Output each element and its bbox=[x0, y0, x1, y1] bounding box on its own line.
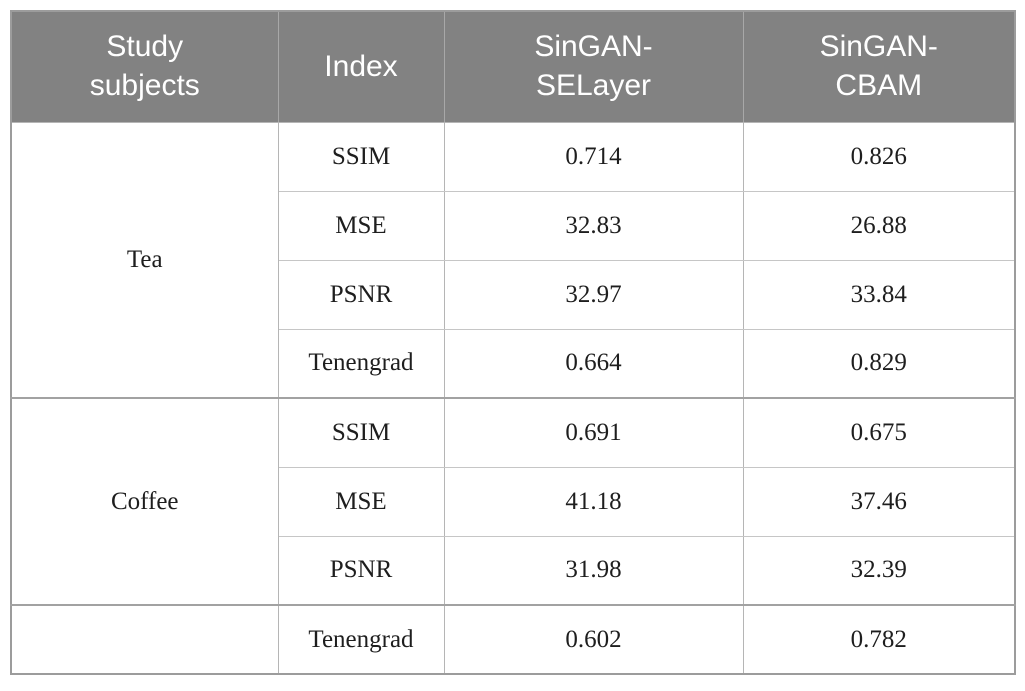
index-cell: SSIM bbox=[277, 121, 445, 192]
table-row: PSNR 31.98 32.39 bbox=[11, 535, 1016, 606]
selayer-value-cell: 0.602 bbox=[443, 604, 744, 675]
subject-cell-empty bbox=[10, 604, 279, 675]
header-cell-study-subjects: Study subjects bbox=[11, 11, 278, 123]
index-cell: Tenengrad bbox=[277, 604, 445, 675]
results-table: Study subjects Index SinGAN- SELayer Sin… bbox=[10, 10, 1016, 675]
index-cell: PSNR bbox=[277, 259, 445, 330]
table-row: MSE 41.18 37.46 bbox=[11, 466, 1016, 537]
cbam-value-cell: 33.84 bbox=[742, 259, 1016, 330]
index-cell: PSNR bbox=[277, 535, 445, 606]
selayer-value-cell: 32.97 bbox=[443, 259, 744, 330]
selayer-value-cell: 32.83 bbox=[443, 190, 744, 261]
cbam-value-cell: 26.88 bbox=[742, 190, 1016, 261]
header-cell-singan-selayer: SinGAN- SELayer bbox=[443, 11, 743, 123]
selayer-value-cell: 41.18 bbox=[443, 466, 744, 537]
cbam-value-cell: 0.826 bbox=[742, 121, 1016, 192]
selayer-value-cell: 0.691 bbox=[443, 397, 744, 468]
selayer-value-cell: 0.714 bbox=[443, 121, 744, 192]
cbam-value-cell: 0.782 bbox=[742, 604, 1016, 675]
table-row: MSE 32.83 26.88 bbox=[11, 190, 1016, 261]
index-cell: SSIM bbox=[277, 397, 445, 468]
cbam-value-cell: 0.675 bbox=[742, 397, 1016, 468]
selayer-value-cell: 31.98 bbox=[443, 535, 744, 606]
table-header: Study subjects Index SinGAN- SELayer Sin… bbox=[11, 11, 1015, 123]
header-cell-singan-cbam: SinGAN- CBAM bbox=[742, 11, 1015, 123]
cbam-value-cell: 0.829 bbox=[742, 328, 1016, 399]
subject-cell-coffee: Coffee bbox=[10, 397, 279, 606]
table-row: Tenengrad 0.664 0.829 bbox=[11, 328, 1016, 399]
cbam-value-cell: 32.39 bbox=[742, 535, 1016, 606]
index-cell: MSE bbox=[277, 190, 445, 261]
table-body: Tea SSIM 0.714 0.826 MSE 32.83 26.88 PSN… bbox=[10, 121, 1016, 675]
subject-cell-tea: Tea bbox=[10, 121, 279, 399]
header-cell-index: Index bbox=[277, 11, 444, 123]
table-row: Coffee SSIM 0.691 0.675 bbox=[10, 397, 1016, 606]
index-cell: Tenengrad bbox=[277, 328, 445, 399]
table-row: Tenengrad 0.602 0.782 bbox=[10, 604, 1016, 675]
index-cell: MSE bbox=[277, 466, 445, 537]
selayer-value-cell: 0.664 bbox=[443, 328, 744, 399]
table-row: Tea SSIM 0.714 0.826 bbox=[10, 121, 1016, 399]
cbam-value-cell: 37.46 bbox=[742, 466, 1016, 537]
header-row: Study subjects Index SinGAN- SELayer Sin… bbox=[11, 11, 1015, 123]
